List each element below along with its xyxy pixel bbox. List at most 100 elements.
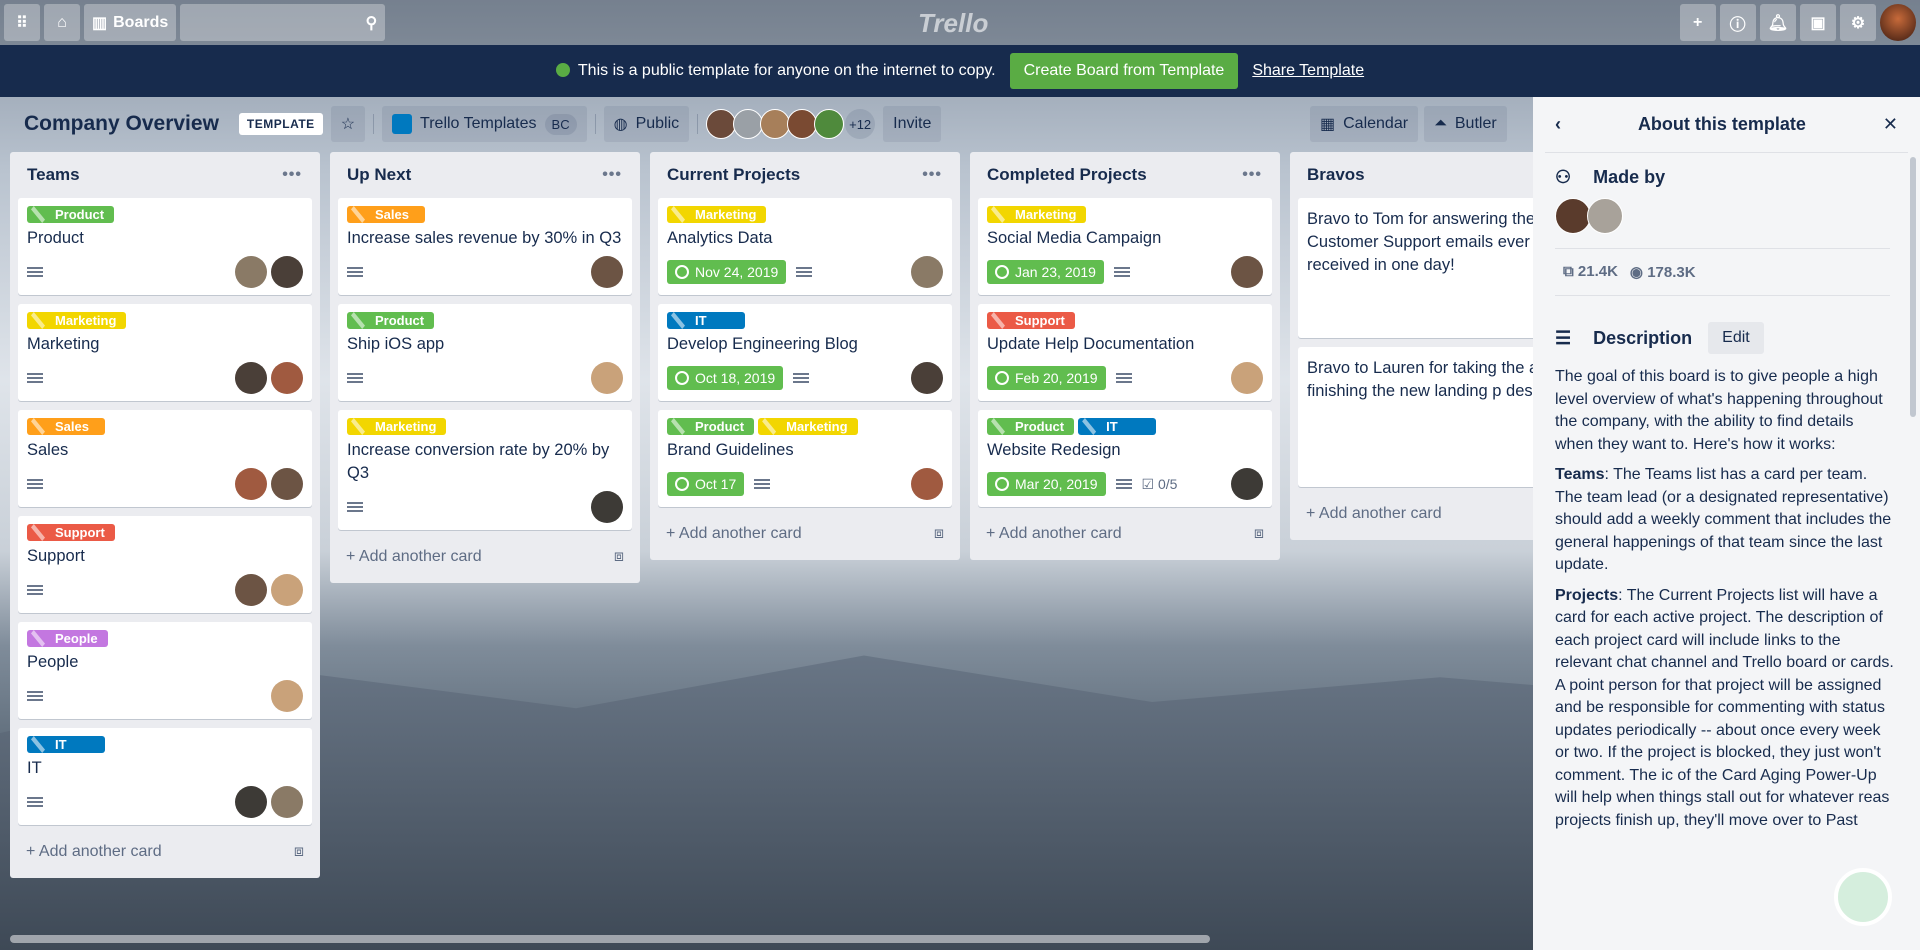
due-date-badge[interactable]: Nov 24, 2019 (667, 260, 787, 284)
member-avatar[interactable] (271, 468, 303, 500)
calendar-button[interactable]: ▦ Calendar (1310, 106, 1419, 142)
card-label[interactable]: Support (27, 524, 115, 541)
member-avatar[interactable] (814, 109, 845, 139)
creator-avatar[interactable] (1587, 198, 1623, 234)
create-board-from-template-button[interactable]: Create Board from Template (1009, 53, 1239, 89)
member-avatar[interactable] (271, 362, 303, 394)
card-label[interactable]: IT (27, 736, 105, 753)
member-avatar[interactable] (271, 256, 303, 288)
member-avatar[interactable] (1231, 362, 1263, 394)
team-button[interactable]: Trello Templates BC (382, 106, 587, 142)
close-icon[interactable]: ✕ (1882, 114, 1898, 134)
card-label[interactable]: IT (667, 312, 745, 329)
card[interactable]: Marketing Social Media Campaign Jan 23, 20… (978, 198, 1272, 295)
home-button[interactable]: ⌂ (44, 4, 80, 41)
invite-button[interactable]: Invite (883, 106, 942, 142)
member-avatar[interactable] (235, 468, 267, 500)
template-card-icon[interactable]: ⧈ (613, 548, 624, 565)
card-label[interactable]: Marketing (758, 418, 858, 435)
member-avatar[interactable] (271, 574, 303, 606)
member-avatar[interactable] (271, 680, 303, 712)
edit-description-button[interactable]: Edit (1708, 322, 1764, 354)
member-avatar[interactable] (911, 362, 943, 394)
notifications-button[interactable]: 🔔︎ (1759, 4, 1796, 41)
search-input[interactable]: ⚲ (180, 4, 386, 41)
panel-scrollbar[interactable] (1910, 157, 1916, 417)
member-avatar[interactable] (760, 109, 791, 139)
card-label[interactable]: Marketing (667, 206, 767, 223)
member-avatar[interactable] (787, 109, 818, 139)
card[interactable]: Support Update Help Documentation Feb 20, … (978, 304, 1272, 401)
card[interactable]: Product Ship iOS app (338, 304, 632, 401)
list-menu-icon[interactable]: ••• (602, 166, 622, 183)
card-label[interactable]: Support (987, 312, 1075, 329)
list-title[interactable]: Up Next (347, 165, 412, 184)
board-title[interactable]: Company Overview (24, 112, 219, 135)
due-date-badge[interactable]: Mar 20, 2019 (987, 472, 1106, 496)
member-avatar[interactable] (591, 491, 623, 523)
add-card-button[interactable]: + Add another card ⧈ (658, 516, 952, 552)
list-title[interactable]: Bravos (1307, 165, 1365, 184)
member-avatar[interactable] (733, 109, 764, 139)
add-card-button[interactable]: + Add another card ⧈ (338, 539, 632, 575)
card[interactable]: IT IT (18, 728, 312, 825)
butler-button[interactable]: ⏶ Butler (1424, 106, 1507, 142)
card[interactable]: Product IT Website Redesign Mar 20, 2019 ☑ 0… (978, 410, 1272, 507)
list-menu-icon[interactable]: ••• (922, 166, 942, 183)
due-date-badge[interactable]: Jan 23, 2019 (987, 260, 1104, 284)
list-menu-icon[interactable]: ••• (282, 166, 302, 183)
visibility-button[interactable]: ◍ Public (603, 106, 690, 142)
card-label[interactable]: Sales (27, 418, 105, 435)
template-card-icon[interactable]: ⧈ (1253, 525, 1264, 542)
apps-button[interactable]: ⠿ (4, 4, 40, 41)
info-button[interactable]: ⓘ (1719, 4, 1756, 41)
member-avatar[interactable] (591, 362, 623, 394)
member-avatar[interactable] (1231, 468, 1263, 500)
card-label[interactable]: Product (667, 418, 755, 435)
member-avatar[interactable] (591, 256, 623, 288)
boards-button[interactable]: ▥ Boards (84, 4, 177, 41)
horizontal-scrollbar[interactable] (10, 935, 1210, 943)
card[interactable]: Product Product (18, 198, 312, 295)
card-label[interactable]: Product (347, 312, 435, 329)
member-avatar[interactable] (235, 256, 267, 288)
card[interactable]: People People (18, 622, 312, 719)
card[interactable]: Marketing Marketing (18, 304, 312, 401)
member-avatar[interactable] (1231, 256, 1263, 288)
member-avatar[interactable] (235, 362, 267, 394)
card[interactable]: IT Develop Engineering Blog Oct 18, 2019 (658, 304, 952, 401)
card-label[interactable]: Marketing (27, 312, 127, 329)
list-menu-icon[interactable]: ••• (1242, 166, 1262, 183)
due-date-badge[interactable]: Feb 20, 2019 (987, 366, 1106, 390)
card[interactable]: Sales Increase sales revenue by 30% in Q3 (338, 198, 632, 295)
card[interactable]: Marketing Increase conversion rate by 20%… (338, 410, 632, 530)
card-label[interactable]: People (27, 630, 108, 647)
card-label[interactable]: Sales (347, 206, 425, 223)
add-card-button[interactable]: + Add another card ⧈ (18, 834, 312, 870)
atlassian-button[interactable]: ▣ (1800, 4, 1836, 41)
member-avatar[interactable] (911, 468, 943, 500)
template-card-icon[interactable]: ⧈ (933, 525, 944, 542)
more-members[interactable]: +12 (845, 109, 876, 139)
member-avatar[interactable] (235, 574, 267, 606)
add-card-button[interactable]: + Add another card (1298, 496, 1592, 532)
member-avatar[interactable] (235, 786, 267, 818)
settings-button[interactable]: ⚙ (1840, 4, 1876, 41)
star-button[interactable]: ☆ (330, 106, 366, 142)
due-date-badge[interactable]: Oct 17 (667, 472, 745, 496)
share-template-link[interactable]: Share Template (1252, 62, 1365, 79)
taco-husky-avatar[interactable] (1834, 868, 1892, 926)
back-icon[interactable]: ‹ (1555, 114, 1561, 134)
list-title[interactable]: Current Projects (667, 165, 801, 184)
template-card-icon[interactable]: ⧈ (293, 843, 304, 860)
member-avatar[interactable] (911, 256, 943, 288)
create-button[interactable]: + (1679, 4, 1716, 41)
list-title[interactable]: Teams (27, 165, 80, 184)
due-date-badge[interactable]: Oct 18, 2019 (667, 366, 784, 390)
card-label[interactable]: Product (27, 206, 115, 223)
card-label[interactable]: Marketing (987, 206, 1087, 223)
add-card-button[interactable]: + Add another card ⧈ (978, 516, 1272, 552)
card[interactable]: Sales Sales (18, 410, 312, 507)
card-label[interactable]: Product (987, 418, 1075, 435)
creator-avatar[interactable] (1555, 198, 1591, 234)
